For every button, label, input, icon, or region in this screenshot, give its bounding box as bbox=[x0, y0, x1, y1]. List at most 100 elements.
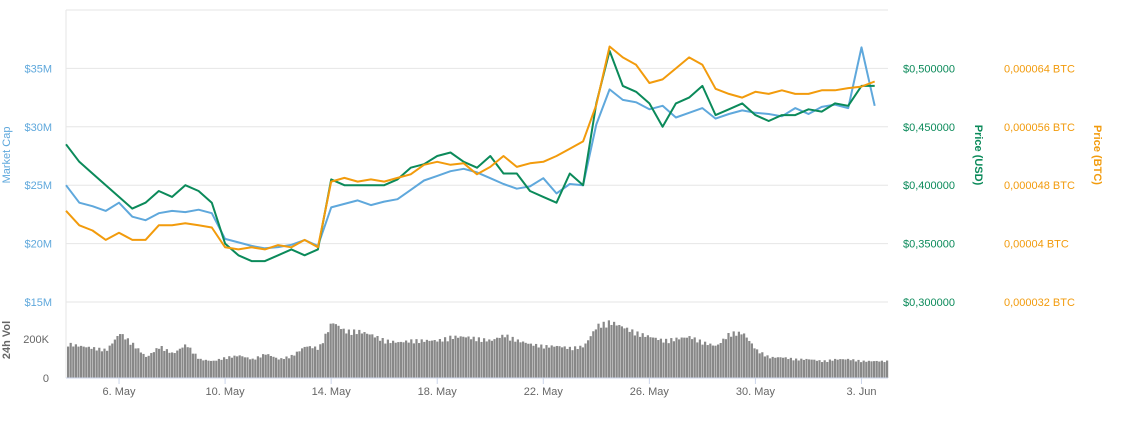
volume-bar bbox=[327, 332, 330, 378]
volume-bar bbox=[345, 333, 348, 378]
volume-bar bbox=[363, 332, 366, 378]
volume-bar bbox=[425, 339, 428, 378]
volume-bar bbox=[194, 353, 197, 378]
volume-bar bbox=[314, 346, 317, 378]
volume-bar bbox=[264, 354, 267, 378]
volume-bar bbox=[706, 345, 709, 378]
volume-bar bbox=[418, 343, 421, 378]
volume-bar bbox=[683, 337, 686, 378]
volume-bar bbox=[321, 343, 324, 378]
volume-bar bbox=[524, 342, 527, 378]
volume-bar bbox=[886, 360, 889, 378]
volume-bar bbox=[402, 342, 405, 378]
x-tick-label: 3. Jun bbox=[846, 386, 876, 398]
volume-bar bbox=[301, 348, 304, 378]
volume-bar bbox=[306, 346, 309, 378]
volume-bar bbox=[137, 348, 140, 378]
volume-bar bbox=[529, 343, 532, 378]
volume-bar bbox=[282, 359, 285, 378]
volume-bar bbox=[516, 339, 519, 378]
volume-tick-label: 0 bbox=[43, 373, 49, 385]
volume-bar bbox=[823, 360, 826, 378]
volume-bar bbox=[782, 357, 785, 378]
volume-bar bbox=[688, 336, 691, 378]
price-usd-axis-title: Price (USD) bbox=[972, 125, 984, 186]
volume-bar bbox=[717, 344, 720, 378]
market-cap-tick-label: $35M bbox=[24, 63, 52, 75]
volume-bar bbox=[98, 347, 101, 378]
volume-bar bbox=[852, 359, 855, 378]
volume-bar bbox=[77, 346, 80, 378]
volume-bar bbox=[854, 361, 857, 378]
volume-bar bbox=[152, 352, 155, 378]
volume-bar bbox=[69, 342, 72, 378]
volume-bar bbox=[405, 340, 408, 378]
volume-bar bbox=[139, 352, 142, 378]
volume-bar bbox=[860, 362, 863, 378]
volume-bar bbox=[332, 323, 335, 378]
volume-bar bbox=[275, 357, 278, 378]
volume-bar bbox=[826, 361, 829, 378]
volume-bar bbox=[228, 356, 231, 378]
volume-bar bbox=[641, 333, 644, 378]
volume-bar bbox=[828, 359, 831, 378]
volume-bar bbox=[381, 338, 384, 378]
volume-bar bbox=[555, 345, 558, 378]
volume-bar bbox=[522, 341, 525, 378]
volume-bar bbox=[548, 347, 551, 378]
volume-bar bbox=[288, 358, 291, 378]
volume-bar bbox=[784, 357, 787, 378]
volume-bar bbox=[262, 354, 265, 378]
volume-bar bbox=[743, 333, 746, 378]
price-usd-line bbox=[65, 49, 875, 263]
price-btc-axis-title: Price (BTC) bbox=[1091, 125, 1103, 185]
grid-lines bbox=[65, 9, 888, 379]
volume-bar bbox=[865, 361, 868, 378]
market-cap-tick-label: $30M bbox=[24, 122, 52, 134]
volume-bar bbox=[535, 343, 538, 378]
volume-bar bbox=[181, 347, 184, 378]
volume-bar bbox=[545, 345, 548, 378]
volume-bar bbox=[428, 340, 431, 378]
volume-bar bbox=[693, 337, 696, 378]
volume-bar bbox=[553, 346, 556, 378]
volume-bar bbox=[883, 362, 886, 378]
volume-bar bbox=[574, 346, 577, 378]
x-tick-label: 10. May bbox=[206, 386, 246, 398]
volume-bar bbox=[797, 360, 800, 378]
price-btc-line bbox=[65, 45, 876, 251]
volume-bar bbox=[771, 356, 774, 378]
volume-bar bbox=[766, 355, 769, 378]
volume-bar bbox=[163, 350, 166, 378]
volume-bar bbox=[696, 342, 699, 378]
volume-bar bbox=[308, 346, 311, 378]
volume-bar bbox=[756, 349, 759, 378]
volume-bar bbox=[623, 328, 626, 378]
volume-bar bbox=[561, 347, 564, 378]
volume-bar bbox=[90, 348, 93, 378]
volume-bar bbox=[178, 348, 181, 378]
volume-bar bbox=[446, 341, 449, 378]
volume-bar bbox=[168, 352, 171, 378]
volume-bar bbox=[639, 336, 642, 378]
volume-bar bbox=[584, 343, 587, 378]
volume-bar bbox=[724, 339, 727, 378]
price-usd-tick-label: $0,300000 bbox=[903, 297, 955, 309]
volume-bar bbox=[483, 338, 486, 378]
x-tick-label: 14. May bbox=[312, 386, 352, 398]
volume-bar bbox=[176, 350, 179, 378]
price-usd-tick-label: $0,400000 bbox=[903, 180, 955, 192]
volume-bar bbox=[680, 337, 683, 378]
volume-bar bbox=[654, 337, 657, 378]
price-usd-tick-label: $0,350000 bbox=[903, 239, 955, 251]
volume-bar bbox=[514, 341, 517, 378]
volume-bar bbox=[600, 327, 603, 378]
volume-bar bbox=[93, 347, 96, 378]
volume-bar bbox=[220, 359, 223, 378]
volume-bar bbox=[436, 341, 439, 378]
volume-bar bbox=[87, 346, 90, 378]
volume-bar bbox=[579, 345, 582, 378]
volume-bar bbox=[277, 359, 280, 378]
volume-bar bbox=[769, 358, 772, 378]
